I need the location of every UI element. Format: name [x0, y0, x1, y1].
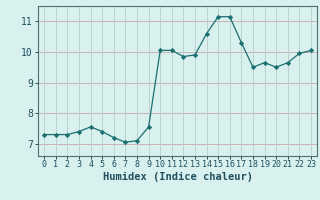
- X-axis label: Humidex (Indice chaleur): Humidex (Indice chaleur): [103, 172, 252, 182]
